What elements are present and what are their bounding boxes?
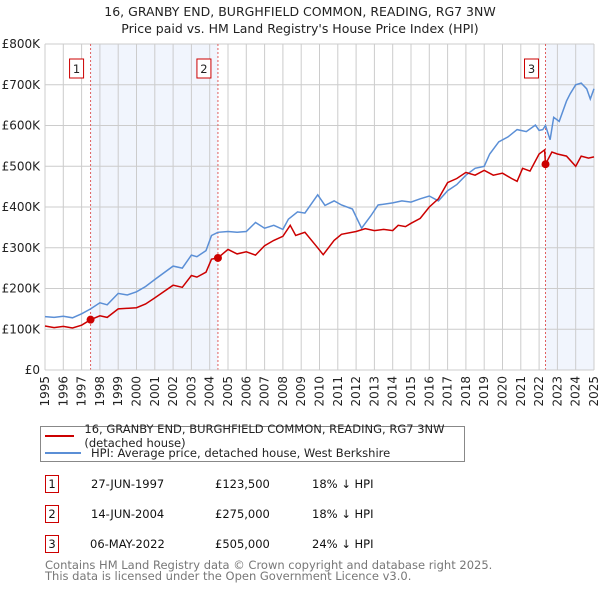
x-tick-label: 2021 [514,376,528,407]
x-tick-label: 2006 [239,376,253,407]
sale-date: 27-JUN-1997 [91,477,165,491]
x-tick-label: 1995 [38,376,52,407]
x-tick-label: 2007 [258,376,272,407]
marker-badge: 2 [45,505,59,523]
x-tick-label: 2022 [532,376,546,407]
marker-label: 3 [528,62,535,76]
footer-copyright: Contains HM Land Registry data © Crown c… [45,558,493,572]
hpi-diff: 18% ↓ HPI [312,477,374,491]
y-tick-label: £400K [2,200,42,214]
sale-price: £505,000 [215,537,270,551]
legend-label: HPI: Average price, detached house, West… [91,446,391,460]
price-chart: £0 £100K £200K £300K £400K £500K £600K £700K £80… [2,37,600,407]
y-tick-label: £500K [2,159,42,173]
y-tick-label: £800K [2,37,42,51]
x-tick-label: 2001 [148,376,162,407]
hpi-diff: 18% ↓ HPI [312,507,374,521]
y-tick-label: £200K [2,282,42,296]
x-tick-label: 2014 [386,376,400,407]
y-tick-label: £0 [25,363,40,377]
sale-point [213,253,222,262]
x-tick-label: 2004 [203,376,217,407]
marker-label-box [524,58,540,79]
x-tick-label: 2016 [422,376,436,407]
legend-label: 16, GRANBY END, BURGHFIELD COMMON, READI… [84,422,445,450]
x-tick-label: 2025 [587,376,600,407]
x-tick-label: 2011 [331,376,345,407]
marker-label: 2 [200,62,207,76]
x-tick-label: 2008 [276,376,290,407]
x-tick-label: 2003 [184,376,198,407]
legend-item-hpi: HPI: Average price, detached house, West… [45,445,390,461]
sale-price: £275,000 [215,507,270,521]
x-tick-label: 1998 [93,376,107,407]
series-line-property [44,148,595,329]
x-tick-label: 2018 [459,376,473,407]
legend-swatch-red [45,435,75,437]
x-tick-label: 2019 [477,376,491,407]
x-tick-label: 2013 [367,376,381,407]
legend-item-property: 16, GRANBY END, BURGHFIELD COMMON, READI… [45,422,464,450]
marker-label-box [196,58,212,79]
x-tick-label: 2015 [404,376,418,407]
sale-date: 14-JUN-2004 [91,507,165,521]
chart-subtitle: Price paid vs. HM Land Registry's House … [121,21,479,36]
x-tick-label: 2002 [166,376,180,407]
x-tick-label: 2020 [496,376,510,407]
x-tick-label: 2024 [569,376,583,407]
marker-label: 1 [73,62,80,76]
x-tick-label: 2005 [221,376,235,407]
series-line-hpi [44,82,595,319]
sale-date: 06-MAY-2022 [90,537,165,551]
x-tick-label: 1997 [75,376,89,407]
marker-badge: 3 [45,535,59,553]
x-tick-label: 2017 [441,376,455,407]
marker-badge: 1 [45,475,59,493]
chart-title: 16, GRANBY END, BURGHFIELD COMMON, READI… [104,4,496,19]
x-tick-label: 2009 [294,376,308,407]
sale-point [86,315,95,324]
x-tick-label: 2012 [349,376,363,407]
y-tick-label: £100K [2,322,42,336]
marker-label-box [69,58,85,79]
y-tick-label: £600K [2,119,42,133]
x-tick-label: 2023 [550,376,564,407]
x-tick-label: 2010 [313,376,327,407]
legend: 16, GRANBY END, BURGHFIELD COMMON, READI… [40,422,465,462]
x-tick-label: 1999 [111,376,125,407]
sale-point [541,160,550,169]
footer-licence: This data is licensed under the Open Gov… [45,569,412,583]
y-tick-label: £300K [2,241,42,255]
hpi-diff: 24% ↓ HPI [312,537,374,551]
x-tick-label: 1996 [56,376,70,407]
legend-swatch-blue [45,452,81,454]
x-tick-label: 2000 [130,376,144,407]
y-tick-label: £700K [2,78,42,92]
sale-price: £123,500 [215,477,270,491]
